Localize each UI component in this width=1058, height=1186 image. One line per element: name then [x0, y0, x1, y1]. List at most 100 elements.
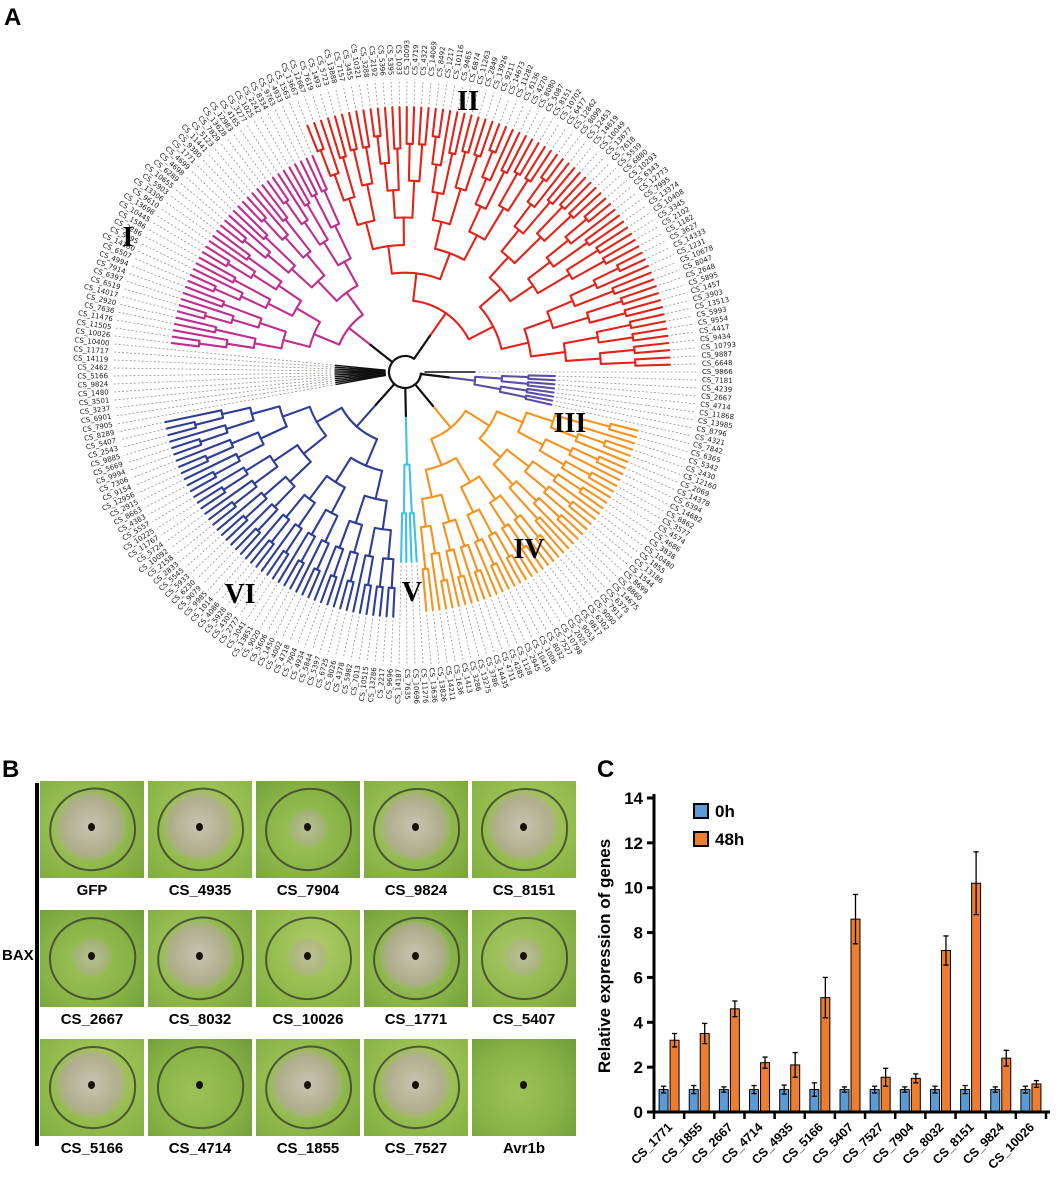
tree-guide-line	[472, 88, 480, 112]
tree-branch	[364, 221, 374, 251]
tree-core	[387, 354, 423, 390]
tree-tip-label: CS_10400	[74, 336, 110, 347]
tree-guide-line	[465, 607, 480, 656]
infiltration-hole	[304, 1081, 311, 1089]
tree-branch	[266, 302, 294, 317]
tree-branch	[164, 409, 223, 424]
tree-guide-line	[560, 559, 593, 598]
legend-swatch-48h	[693, 831, 709, 847]
tree-guide-line	[667, 307, 692, 314]
y-tick-label: 14	[624, 789, 643, 808]
tree-branch	[430, 553, 441, 611]
tree-guide-line	[304, 96, 314, 120]
tree-tip-label: CS_5166	[77, 372, 108, 380]
tree-guide-line	[366, 81, 371, 106]
bar-0h-CS_5407	[839, 1089, 850, 1113]
tree-branch	[560, 514, 584, 536]
tree-branch	[538, 449, 565, 466]
tree-branch	[230, 431, 260, 445]
tree-branch	[266, 549, 285, 576]
tree-guide-line	[589, 531, 627, 565]
tree-guide-line	[161, 510, 199, 536]
tree-branch	[244, 497, 268, 520]
tree-guide-line	[156, 504, 195, 529]
tree-branch	[194, 416, 225, 426]
tree-branch	[387, 245, 393, 275]
tree-guide-line	[540, 118, 554, 141]
y-tick-label: 6	[634, 968, 643, 987]
tree-branch	[429, 524, 437, 555]
tree-branch	[545, 239, 570, 259]
tree-tip-label: CS_10093	[403, 40, 411, 75]
tree-branch	[419, 526, 427, 571]
tree-guide-line	[239, 577, 266, 615]
tree-branch	[230, 503, 273, 546]
tree-guide-line	[304, 605, 321, 648]
tree-guide-line	[121, 435, 165, 448]
tree-branch	[445, 550, 460, 607]
tree-guide-line	[311, 93, 321, 118]
tree-guide-line	[144, 236, 194, 263]
tree-branch	[348, 111, 358, 151]
tree-branch	[364, 438, 379, 467]
tree-branch	[226, 262, 253, 279]
tree-guide-line	[663, 292, 688, 300]
tree-branch	[239, 531, 262, 555]
tree-branch	[244, 513, 285, 560]
tree-branch	[535, 205, 564, 235]
tree-branch	[231, 318, 260, 329]
tree-branch	[171, 335, 201, 342]
tree-branch-black	[334, 373, 386, 382]
tree-branch	[281, 405, 311, 418]
tree-branch	[306, 203, 329, 241]
tree-guide-line	[246, 581, 272, 620]
tree-branch	[500, 341, 530, 351]
tree-branch	[347, 326, 372, 346]
tree-branch	[201, 251, 228, 268]
tree-branch	[523, 470, 548, 491]
tree-guide-line	[274, 109, 300, 159]
tree-branch	[313, 545, 337, 601]
tree-guide-line	[558, 379, 698, 389]
tree-branch	[481, 538, 495, 566]
tree-branch	[500, 374, 530, 379]
tree-branch	[520, 547, 539, 574]
tree-branch	[176, 310, 206, 320]
leaf-label: CS_2667	[60, 1011, 124, 1028]
tree-branch	[428, 312, 447, 337]
tree-tip-label: CS_7635	[403, 669, 411, 700]
tree-branch	[500, 380, 529, 385]
tree-guide-line	[239, 129, 272, 175]
tree-branch	[189, 273, 217, 288]
tree-branch	[633, 341, 670, 348]
tree-tip-label: CS_3501	[79, 397, 110, 408]
tree-guide-line	[112, 376, 332, 393]
tree-guide-line	[202, 551, 234, 585]
tree-guide-line	[319, 91, 328, 115]
tree-branch	[526, 178, 545, 203]
tree-guide-line	[191, 170, 232, 209]
tree-branch	[250, 539, 271, 564]
leaf-photo	[256, 1039, 360, 1136]
leaf-cell: CS_7527	[364, 1039, 468, 1157]
tree-branch	[175, 316, 218, 329]
tree-branch	[602, 444, 631, 457]
tree-branch	[295, 307, 322, 324]
tree-branch	[343, 260, 359, 287]
tree-guide-line	[196, 547, 229, 579]
tree-branch	[372, 585, 378, 616]
tree-branch	[297, 501, 316, 528]
tree-branch	[529, 351, 567, 358]
tree-branch	[526, 387, 555, 394]
leaf-label: CS_8151	[492, 882, 556, 899]
tree-guide-line	[617, 192, 638, 208]
tree-branch	[354, 494, 366, 525]
tree-branch	[598, 455, 627, 470]
infiltration-hole	[520, 952, 527, 960]
tree-guide-line	[260, 116, 288, 165]
tree-guide-line	[478, 604, 495, 652]
clade-numeral-V: V	[402, 577, 422, 608]
tree-guide-line	[152, 222, 200, 251]
tree-guide-line	[603, 173, 622, 191]
tree-branch	[205, 245, 231, 263]
